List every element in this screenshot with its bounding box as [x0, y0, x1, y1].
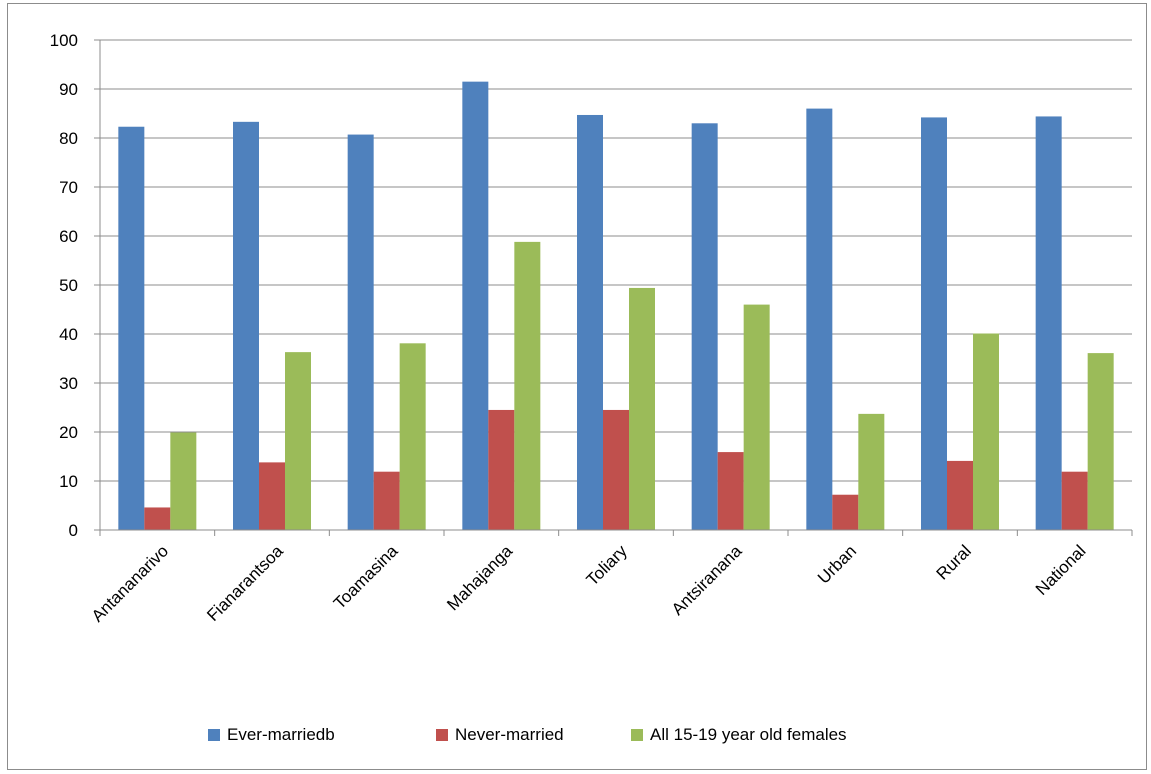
- x-category-label: Rural: [933, 541, 975, 583]
- bar-ever-marriedb: [577, 114, 603, 530]
- y-tick-label: 90: [59, 80, 78, 99]
- bar-never-married: [832, 494, 859, 530]
- y-tick-label: 30: [59, 374, 78, 393]
- bar-ever-marriedb: [921, 117, 947, 531]
- x-category-label: Fianarantsoa: [203, 541, 287, 625]
- legend-label: Never-married: [455, 725, 564, 744]
- bar-ever-marriedb: [462, 81, 489, 531]
- y-tick-label: 70: [59, 178, 78, 197]
- bar-never-married: [488, 409, 515, 530]
- bar-all-15-19-year-old-females: [858, 413, 885, 530]
- bar-ever-marriedb: [806, 108, 833, 530]
- axes: [99, 40, 1133, 536]
- bar-never-married: [373, 471, 400, 530]
- bar-never-married: [1061, 471, 1088, 530]
- y-axis-ticks: 0 10 20 30 40 50 60 70 80 90 100: [50, 31, 100, 540]
- bar-all-15-19-year-old-females: [285, 352, 311, 530]
- bar-all-15-19-year-old-females: [1087, 353, 1114, 530]
- legend-swatch: [631, 729, 643, 741]
- bar-all-15-19-year-old-females: [629, 287, 655, 530]
- bar-ever-marriedb: [347, 134, 374, 530]
- y-tick-label: 20: [59, 423, 78, 442]
- y-tick-label: 0: [69, 521, 78, 540]
- x-category-label: Mahajanga: [443, 541, 516, 614]
- bar-all-15-19-year-old-females: [170, 432, 197, 530]
- y-tick-label: 10: [59, 472, 78, 491]
- bar-all-15-19-year-old-females: [399, 343, 426, 530]
- x-category-label: Antananarivo: [88, 541, 172, 625]
- legend-swatch: [208, 729, 220, 741]
- x-category-label: Toamasina: [330, 541, 402, 613]
- legend: Ever-marriedb Never-married All 15-19 year…: [208, 725, 847, 744]
- y-tick-label: 60: [59, 227, 78, 246]
- bar-never-married: [603, 409, 629, 530]
- bar-all-15-19-year-old-females: [743, 304, 770, 530]
- bar-ever-marriedb: [1035, 116, 1062, 530]
- bar-never-married: [947, 460, 973, 530]
- bar-never-married: [717, 452, 744, 530]
- bar-all-15-19-year-old-females: [514, 241, 541, 530]
- y-tick-label: 80: [59, 129, 78, 148]
- bar-never-married: [144, 507, 171, 530]
- legend-label: Ever-marriedb: [227, 725, 335, 744]
- x-axis-labels: Antananarivo Fianarantsoa Toamasina Mahajan…: [88, 541, 1090, 626]
- x-category-label: National: [1032, 541, 1090, 599]
- y-tick-label: 50: [59, 276, 78, 295]
- y-tick-label: 40: [59, 325, 78, 344]
- x-category-label: Toliary: [583, 541, 632, 590]
- legend-label: All 15-19 year old females: [650, 725, 847, 744]
- bar-ever-marriedb: [118, 126, 145, 530]
- bar-all-15-19-year-old-females: [973, 333, 999, 530]
- bar-ever-marriedb: [691, 123, 718, 531]
- y-tick-label: 100: [50, 31, 78, 50]
- x-category-label: Antsiranana: [668, 541, 746, 619]
- bars: [118, 81, 1114, 531]
- bar-ever-marriedb: [233, 121, 259, 530]
- bar-never-married: [259, 462, 285, 530]
- x-category-label: Urban: [814, 541, 860, 587]
- legend-swatch: [436, 729, 448, 741]
